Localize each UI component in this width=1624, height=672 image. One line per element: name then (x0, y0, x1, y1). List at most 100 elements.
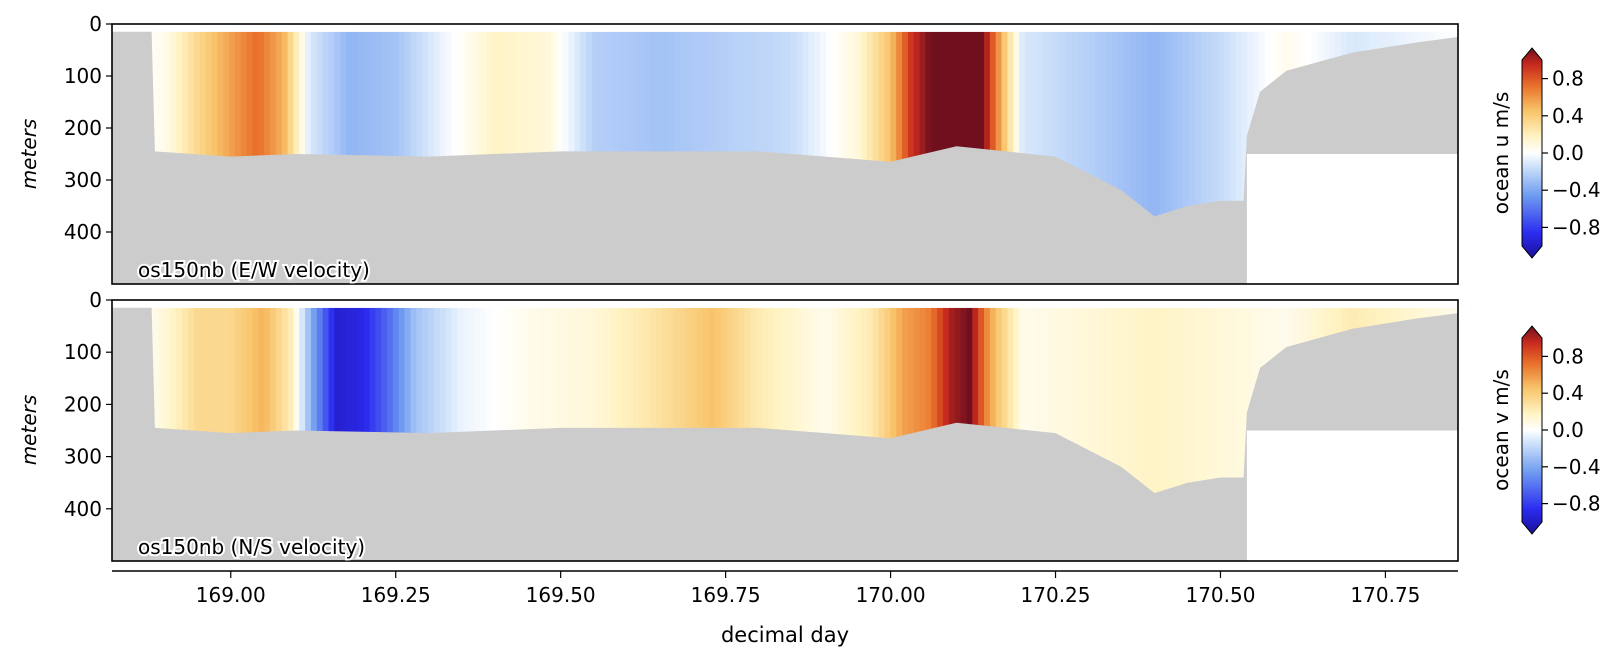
velocity-cell (1159, 31, 1166, 284)
velocity-cell (1112, 31, 1120, 284)
velocity-cell (1071, 307, 1079, 561)
velocity-cell (1241, 31, 1248, 284)
colorbar-tick-label: −0.4 (1552, 455, 1601, 479)
y-tick-label: 200 (64, 116, 102, 140)
velocity-cell (872, 31, 880, 284)
velocity-cell (1177, 31, 1184, 284)
velocity-cell (1159, 307, 1166, 561)
velocity-cell (1206, 31, 1213, 284)
plot-frame (111, 23, 1459, 285)
velocity-cell (1112, 307, 1120, 561)
velocity-cell (872, 307, 880, 561)
colorbar-tick-label: 0.0 (1552, 418, 1584, 442)
x-tick-label: 169.75 (691, 583, 761, 607)
velocity-cell (1153, 307, 1161, 561)
velocity-cell (878, 31, 886, 284)
velocity-cell (1223, 31, 1231, 284)
surface-gap (112, 300, 1458, 308)
velocity-cell (1241, 307, 1248, 561)
velocity-cell (1071, 31, 1079, 284)
velocity-cell (890, 31, 897, 284)
y-tick-label: 400 (64, 220, 102, 244)
colorbar-body (1522, 48, 1542, 258)
velocity-cell (1124, 307, 1131, 561)
velocity-cell (1200, 31, 1207, 284)
velocity-cell (1177, 307, 1184, 561)
velocity-cell (890, 307, 897, 561)
velocity-cell (1235, 31, 1243, 284)
velocity-cell (1200, 307, 1207, 561)
velocity-cell (1136, 307, 1143, 561)
velocity-cell (843, 31, 850, 284)
velocity-cell (1095, 31, 1102, 284)
x-axis-ticks: 169.00 169.25 169.50 169.75 170.00 170.25 170.… (196, 571, 1420, 607)
y-axis-ticks: 0 100 200 300 400 (64, 288, 112, 521)
x-axis-label: decimal day (721, 623, 849, 647)
y-axis-ticks: 0 100 200 300 400 (64, 12, 112, 244)
colorbar-tick-label: 0.8 (1552, 344, 1584, 368)
colorbar-tick-label: 0.0 (1552, 141, 1584, 165)
velocity-cell (1194, 31, 1202, 284)
velocity-cell (1101, 31, 1108, 284)
panel-ns-velocity: 0 100 200 300 400 meters os150nb (N/S veloci… (17, 288, 1459, 562)
velocity-cell (884, 31, 891, 284)
velocity-cell (1060, 307, 1067, 561)
seafloor-mask (112, 31, 1458, 284)
y-tick-label: 100 (64, 340, 102, 364)
velocity-cell (1147, 307, 1155, 561)
heatmap-area (112, 300, 1458, 561)
colorbar-ticks: 0.8 0.4 0.0 −0.4 −0.8 (1542, 67, 1601, 239)
velocity-cell (861, 307, 868, 561)
velocity-cell (861, 31, 868, 284)
velocity-cell (843, 307, 850, 561)
velocity-cell (878, 307, 886, 561)
velocity-cell (1229, 307, 1237, 561)
x-tick-label: 170.25 (1021, 583, 1091, 607)
velocity-cell (1124, 31, 1131, 284)
y-tick-label: 300 (64, 168, 102, 192)
velocity-cell (1065, 307, 1073, 561)
velocity-cell (896, 31, 903, 284)
velocity-cell (1171, 31, 1178, 284)
y-tick-label: 0 (89, 288, 102, 312)
colorbar-outline (1521, 325, 1543, 535)
velocity-cell (855, 31, 862, 284)
velocity-cell (1235, 307, 1243, 561)
record-end-mask (1246, 154, 1458, 284)
velocity-cell (1171, 307, 1178, 561)
seafloor-mask (112, 307, 1458, 561)
y-axis-label: meters (17, 119, 41, 190)
velocity-cell (902, 31, 909, 284)
velocity-cell (1182, 307, 1190, 561)
panel-label: os150nb (N/S velocity) (138, 535, 365, 559)
colorbar-tick-label: −0.4 (1552, 178, 1601, 202)
x-tick-label: 170.75 (1350, 583, 1420, 607)
velocity-cell (1118, 31, 1126, 284)
velocity-cell (1077, 307, 1085, 561)
record-end-mask (1246, 430, 1458, 561)
velocity-cell (1188, 307, 1196, 561)
velocity-cell (1229, 31, 1237, 284)
x-tick-label: 169.50 (526, 583, 596, 607)
panel-ew-velocity: 0 100 200 300 400 meters os150nb (E/W veloci… (17, 12, 1459, 285)
colorbar-tick-label: 0.4 (1552, 104, 1584, 128)
colorbar-tick-label: −0.8 (1552, 492, 1601, 516)
velocity-cell (849, 31, 856, 284)
colorbar-tick-label: −0.8 (1552, 215, 1601, 239)
colorbar-tick-label: 0.8 (1552, 67, 1584, 91)
velocity-cell (1188, 31, 1196, 284)
y-tick-label: 300 (64, 445, 102, 469)
velocity-cell (1153, 31, 1161, 284)
colorbar-outline (1521, 47, 1543, 259)
y-tick-label: 100 (64, 64, 102, 88)
velocity-cell (1106, 307, 1114, 561)
velocity-cell (1147, 31, 1155, 284)
colorbar-tick-label: 0.4 (1552, 381, 1584, 405)
velocity-cell (866, 307, 874, 561)
velocity-cell (1212, 307, 1219, 561)
x-axis: 169.00 169.25 169.50 169.75 170.00 170.25 170.… (112, 570, 1458, 647)
velocity-cell (1106, 31, 1114, 284)
velocity-cell (1141, 31, 1149, 284)
colorbar-label: ocean v m/s (1489, 369, 1513, 491)
